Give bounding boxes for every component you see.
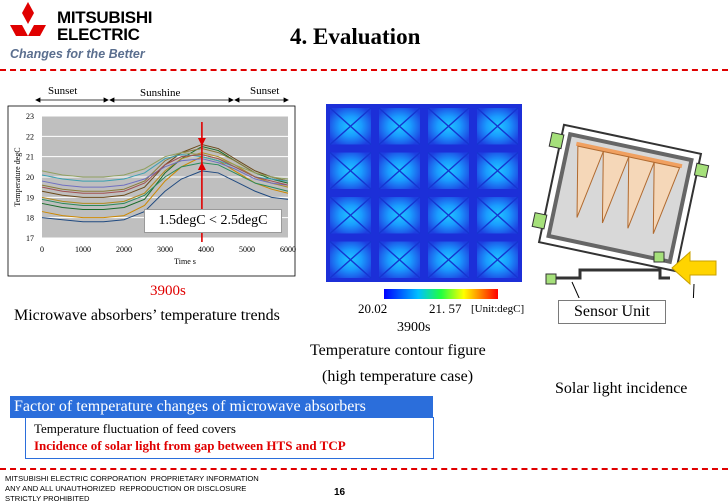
temperature-trend-chart: Sunset Sunshine Sunset 17 18 19 20 21 22 23 0 10… <box>7 85 296 277</box>
temperature-contour-figure <box>326 104 522 282</box>
contour-caption-line-1: Temperature contour figure <box>310 342 486 359</box>
contour-cell-diagonals <box>427 196 470 235</box>
series-line <box>41 170 289 223</box>
chart-caption: Microwave absorbers’ temperature trends <box>14 307 280 324</box>
contour-cell-diagonals <box>378 240 421 279</box>
x-tick-label: 2000 <box>116 245 132 254</box>
factor-item-feed-covers: Temperature fluctuation of feed covers <box>34 421 236 436</box>
contour-cell-diagonals <box>329 240 372 279</box>
factor-item-solar-light: Incidence of solar light from gap betwee… <box>34 438 346 453</box>
y-tick-label: 17 <box>26 234 34 243</box>
series-line <box>41 152 289 180</box>
colorbar-max-value: 21. 57 <box>429 301 462 316</box>
brand-line-1: MITSUBISHI <box>57 8 153 27</box>
colorbar-unit: [Unit:degC] <box>471 303 525 315</box>
brand-name: MITSUBISHI ELECTRIC <box>57 8 153 44</box>
contour-cell-diagonals <box>427 107 470 146</box>
y-tick-label: 23 <box>26 112 34 121</box>
x-tick-label: 1000 <box>75 245 91 254</box>
brand-line-2: ELECTRIC <box>57 25 140 44</box>
y-tick-label: 20 <box>26 173 34 182</box>
contour-cell-diagonals <box>476 151 519 190</box>
x-tick-label: 0 <box>40 245 44 254</box>
sensor-base <box>550 268 670 280</box>
series-line <box>41 154 289 194</box>
page-title: 4. Evaluation <box>290 24 421 49</box>
period-label-sunshine: Sunshine <box>140 87 180 99</box>
header-divider <box>0 69 728 71</box>
contour-cell-diagonals <box>476 240 519 279</box>
contour-cell-diagonals <box>476 196 519 235</box>
chart-time-label: 3900s <box>150 283 186 299</box>
x-tick-label: 3000 <box>157 245 173 254</box>
sensor-unit-label: Sensor Unit <box>558 300 666 324</box>
three-diamonds-logo-icon <box>10 2 46 36</box>
contour-cell-diagonals <box>427 151 470 190</box>
contour-cell-diagonals <box>329 196 372 235</box>
y-tick-label: 19 <box>26 193 34 202</box>
contour-cell-diagonals <box>378 107 421 146</box>
contour-colorbar <box>384 289 498 299</box>
x-tick-label: 6000 <box>280 245 296 254</box>
colorbar-min-value: 20.02 <box>358 301 388 316</box>
series-line <box>41 143 289 198</box>
period-label-sunset-1: Sunset <box>48 85 77 97</box>
absorber-horns <box>576 145 681 234</box>
proprietary-notice: MITSUBISHI ELECTRIC CORPORATION PROPRIET… <box>5 474 259 503</box>
series-line <box>41 158 289 188</box>
solar-incidence-label: Solar light incidence <box>555 380 688 397</box>
x-tick-label: 5000 <box>239 245 255 254</box>
y-axis-label: Temperature degC <box>13 147 22 206</box>
y-tick-label: 21 <box>26 153 34 162</box>
contour-cell-diagonals <box>329 151 372 190</box>
x-tick-label: 4000 <box>198 245 214 254</box>
temperature-gap-label: 1.5degC < 2.5degC <box>144 209 282 233</box>
contour-time-label: 3900s <box>397 320 431 335</box>
period-label-sunset-2: Sunset <box>250 85 279 97</box>
contour-cell-diagonals <box>329 107 372 146</box>
page-number: 16 <box>334 487 346 498</box>
factor-header: Factor of temperature changes of microwa… <box>10 396 433 418</box>
contour-cell-diagonals <box>378 196 421 235</box>
solar-arrow-icon <box>671 250 717 286</box>
contour-cell-diagonals <box>427 240 470 279</box>
brand-tagline: Changes for the Better <box>10 47 145 61</box>
contour-cell-diagonals <box>476 107 519 146</box>
period-arrows <box>35 97 289 103</box>
gap-arrow-top-icon <box>197 138 206 146</box>
y-tick-label: 22 <box>26 132 34 141</box>
x-axis-label: Time s <box>174 257 196 266</box>
gap-arrow-bottom-icon <box>197 162 206 170</box>
contour-cell-diagonals <box>378 151 421 190</box>
footer-divider <box>0 468 728 470</box>
y-tick-label: 18 <box>26 214 34 223</box>
sensor-unit-diagram <box>531 123 717 298</box>
series-line <box>41 162 289 206</box>
contour-caption-line-2: (high temperature case) <box>322 368 474 385</box>
